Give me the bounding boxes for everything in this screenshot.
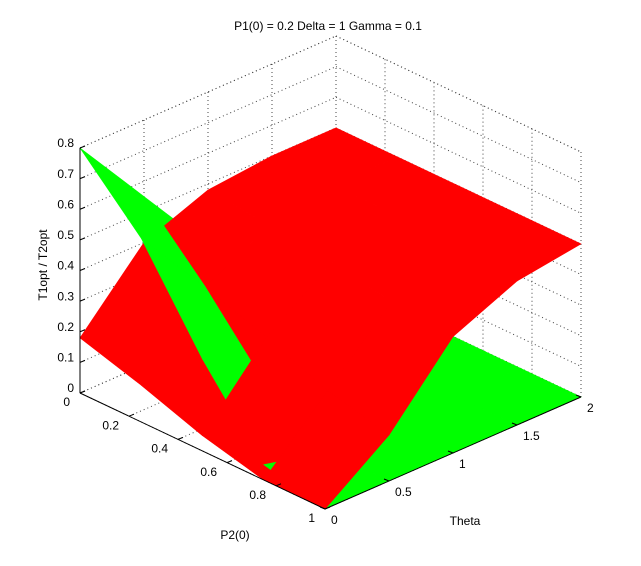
x-tick-label: 0.4 bbox=[151, 442, 168, 456]
x-tick bbox=[226, 460, 233, 464]
z-tick bbox=[79, 359, 86, 363]
x-tick bbox=[128, 413, 135, 417]
y-tick-label: 0 bbox=[331, 513, 338, 527]
z-tick bbox=[79, 329, 86, 333]
x-tick bbox=[324, 506, 331, 510]
grid-line bbox=[79, 96, 337, 210]
z-tick bbox=[79, 268, 86, 271]
z-tick-label: 0.4 bbox=[57, 259, 74, 273]
z-tick bbox=[79, 176, 86, 180]
y-tick-label: 2 bbox=[587, 401, 594, 415]
z-tick bbox=[79, 145, 86, 149]
z-tick-label: 0 bbox=[67, 381, 74, 395]
z-tick-label: 0.2 bbox=[57, 320, 74, 334]
y-tick bbox=[383, 478, 390, 482]
x-axis-label: P2(0) bbox=[220, 528, 249, 542]
box-edge bbox=[79, 35, 337, 149]
z-tick-label: 0.3 bbox=[57, 289, 74, 303]
x-tick bbox=[275, 483, 282, 487]
y-tick bbox=[447, 450, 454, 454]
x-axis bbox=[79, 392, 326, 510]
x-tick-label: 0.2 bbox=[102, 418, 119, 432]
x-tick-label: 0.8 bbox=[249, 488, 266, 502]
y-tick bbox=[575, 394, 582, 398]
z-tick-label: 0.8 bbox=[57, 136, 74, 150]
y-tick-label: 1.5 bbox=[523, 429, 540, 443]
y-tick-label: 1 bbox=[459, 457, 466, 471]
x-tick bbox=[177, 436, 184, 440]
z-tick-label: 0.1 bbox=[57, 351, 74, 365]
z-tick bbox=[79, 206, 86, 210]
x-tick-label: 1 bbox=[308, 511, 315, 525]
z-tick-label: 0.5 bbox=[57, 228, 74, 242]
x-tick-label: 0 bbox=[63, 395, 70, 409]
chart-title: P1(0) = 0.2 Delta = 1 Gamma = 0.1 bbox=[234, 19, 422, 33]
x-tick bbox=[79, 390, 86, 394]
x-tick-label: 0.6 bbox=[200, 465, 217, 479]
y-axis-label: Theta bbox=[450, 514, 481, 528]
z-tick bbox=[79, 237, 86, 241]
grid-line bbox=[79, 66, 337, 180]
z-axis-label: T1opt / T2opt bbox=[36, 229, 50, 301]
z-tick-label: 0.6 bbox=[57, 197, 74, 211]
z-tick bbox=[79, 298, 86, 302]
y-tick bbox=[511, 422, 518, 426]
y-tick bbox=[319, 506, 326, 510]
y-tick-label: 0.5 bbox=[395, 485, 412, 499]
z-tick-label: 0.7 bbox=[57, 167, 74, 181]
